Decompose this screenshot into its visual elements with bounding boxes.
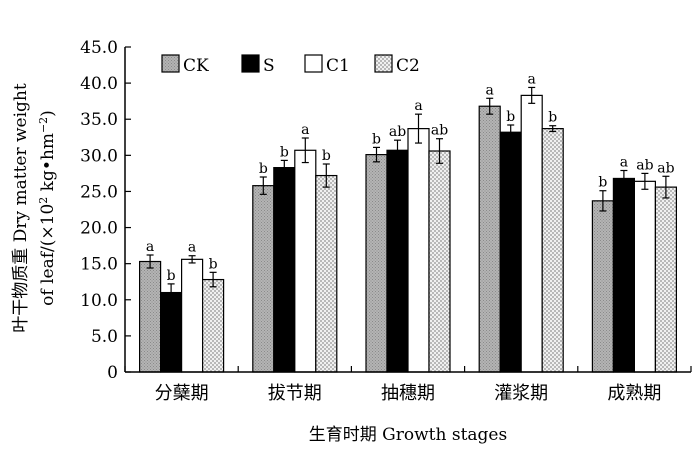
significance-letter: ab	[636, 157, 653, 173]
significance-letter: ab	[431, 123, 448, 139]
y-tick-label: 15.0	[80, 255, 118, 275]
bar-c2	[315, 174, 338, 373]
legend-label: C1	[326, 56, 350, 76]
bar-s	[160, 291, 183, 373]
bar-s	[386, 149, 409, 373]
significance-letter: b	[548, 110, 557, 126]
bar-s	[273, 167, 296, 373]
legend-label: S	[263, 56, 275, 76]
significance-letter: a	[486, 82, 494, 98]
x-axis-title: 生育时期 Growth stages	[309, 425, 507, 445]
legend-label: CK	[183, 56, 209, 76]
significance-letter: a	[301, 122, 309, 138]
bar-ck	[478, 105, 501, 373]
significance-letter: ab	[657, 160, 674, 176]
bar-c1	[520, 94, 543, 373]
x-tick-label: 分蘖期	[155, 383, 209, 404]
significance-letter: a	[620, 155, 628, 171]
significance-letter: b	[506, 109, 515, 125]
x-tick-label: 成熟期	[607, 383, 661, 404]
y-tick-label: 45.0	[80, 38, 118, 58]
bar-c2	[202, 278, 225, 373]
significance-letter: a	[528, 71, 536, 87]
bar-ck	[365, 154, 388, 373]
significance-letter: b	[209, 256, 218, 272]
bar-c1	[294, 149, 317, 373]
significance-letter: a	[414, 98, 422, 114]
x-tick-label: 抽穗期	[381, 383, 435, 404]
y-tick-label: 30.0	[80, 146, 118, 166]
y-tick-group: 0 5.0 10.0 15.0 20.0 25.0 30.0 35.0 40.0 45.0	[80, 38, 131, 383]
y-tick-label: 35.0	[80, 110, 118, 130]
bar-c1	[407, 128, 430, 373]
bar-c1	[181, 258, 204, 373]
bar-s	[499, 131, 522, 373]
significance-letter: a	[146, 239, 154, 255]
legend-swatch-s	[241, 54, 260, 73]
y-tick-label: 25.0	[80, 182, 118, 202]
significance-letter: b	[322, 148, 331, 164]
y-axis-title: 叶干物质重 Dry matter weight of leaf/(×102 kg…	[11, 83, 58, 333]
legend: CK S C1 C2	[161, 54, 420, 76]
bar-c2	[541, 128, 564, 373]
legend-label: C2	[396, 56, 420, 76]
legend-swatch-c1	[304, 54, 323, 73]
bar-c2	[654, 186, 678, 373]
bar-c1	[633, 180, 657, 373]
y-axis-title-line2: of leaf/(×102 kg•hm−2)	[37, 110, 59, 306]
significance-letter: b	[167, 268, 176, 284]
y-tick-label: 0	[107, 363, 118, 383]
y-tick-label: 10.0	[80, 291, 118, 311]
bar-ck	[139, 260, 162, 373]
bar-s	[612, 177, 636, 373]
y-tick-label: 5.0	[91, 327, 118, 347]
y-tick-label: 20.0	[80, 219, 118, 239]
bar-ck	[252, 185, 275, 373]
y-axis-title-line1: 叶干物质重 Dry matter weight	[11, 83, 31, 333]
significance-letter: a	[188, 240, 196, 256]
significance-letter: ab	[389, 124, 406, 140]
significance-letter: b	[372, 131, 381, 147]
bar-c2	[428, 150, 451, 373]
y-tick-label: 40.0	[80, 74, 118, 94]
x-tick-group: 分蘖期 拔节期 抽穗期 灌浆期 成熟期	[124, 366, 692, 404]
x-tick-label: 拔节期	[268, 383, 322, 404]
significance-letter: b	[259, 161, 268, 177]
legend-swatch-ck	[161, 54, 180, 73]
legend-swatch-c2	[374, 54, 393, 73]
bar-ck	[591, 200, 615, 373]
significance-letter: b	[598, 175, 607, 191]
significance-letter: b	[280, 144, 289, 160]
x-tick-label: 灌浆期	[494, 383, 548, 404]
